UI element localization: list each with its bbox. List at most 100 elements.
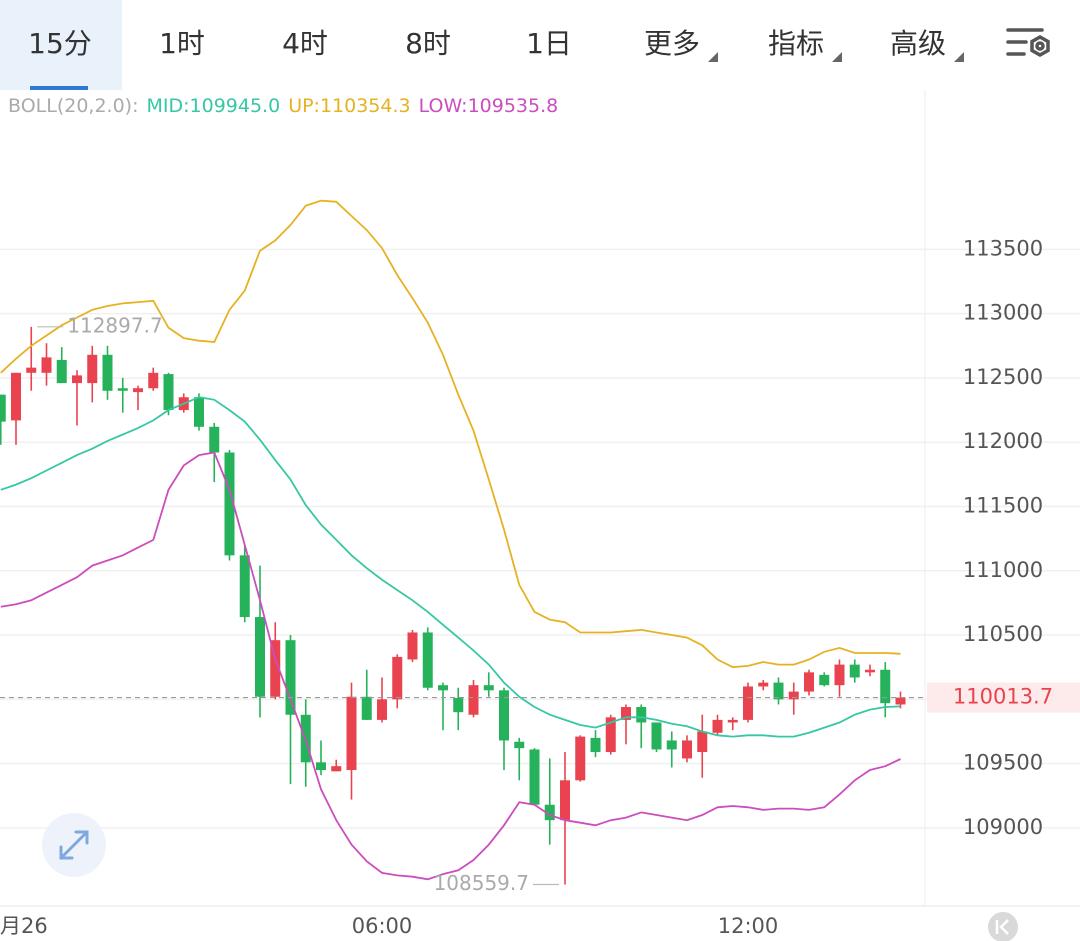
candle-body: [682, 740, 692, 759]
candle-body: [468, 685, 479, 715]
candle-body: [438, 685, 448, 691]
y-tick-label: 113500: [963, 236, 1043, 260]
dropdown-caret: [708, 52, 718, 62]
candle-body: [239, 555, 250, 618]
legend-entry: LOW:109535.8: [419, 95, 559, 117]
candle-body: [102, 354, 113, 391]
plot: [0, 199, 906, 885]
tab-active-bg: [0, 0, 122, 90]
candle-body: [727, 719, 738, 723]
boll-line: [0, 451, 901, 881]
y-tick-label: 113000: [963, 301, 1043, 325]
legend-entry: UP:110354.3: [288, 95, 410, 117]
extreme-label: 112897.7: [67, 313, 162, 337]
candle-body: [621, 707, 631, 720]
candle-body: [743, 686, 753, 720]
y-tick-label: 111000: [963, 558, 1043, 582]
candle-body: [590, 737, 601, 753]
candle-body: [72, 375, 82, 384]
candle-body: [483, 685, 494, 691]
candle-body: [560, 780, 570, 821]
dropdown-caret: [832, 52, 842, 62]
candle-body: [697, 731, 708, 753]
settings-icon[interactable]: [1006, 28, 1050, 58]
tab[interactable]: 更多: [644, 27, 700, 60]
tab[interactable]: 4时: [282, 27, 328, 60]
tab[interactable]: 15分: [28, 27, 92, 60]
candle-body: [895, 697, 906, 705]
candle-body: [346, 696, 357, 771]
candle-body: [865, 669, 875, 673]
candle-body: [605, 717, 616, 753]
candle-body: [270, 640, 281, 697]
tab[interactable]: 高级: [890, 27, 946, 60]
candle-body: [361, 696, 372, 720]
candle-body: [331, 766, 342, 772]
candle-body: [26, 367, 37, 373]
candle-body: [422, 632, 433, 688]
tab[interactable]: 8时: [405, 27, 451, 60]
candle-body: [453, 698, 464, 713]
candle-body: [133, 388, 143, 393]
candle-body: [880, 669, 891, 704]
candle-body: [117, 388, 128, 391]
tab[interactable]: 1时: [159, 27, 205, 60]
candle-body: [804, 672, 814, 692]
y-tick-label: 109000: [963, 815, 1043, 839]
y-tick-label: 109500: [963, 751, 1043, 775]
candle-body: [499, 690, 509, 741]
candle-body: [651, 722, 662, 750]
candle-body: [224, 452, 235, 556]
candle-body: [636, 707, 647, 723]
candle-body: [56, 359, 67, 384]
candle-body: [529, 749, 540, 805]
x-tick-label: 12:00: [718, 914, 779, 938]
candle-body: [758, 682, 769, 687]
candle-body: [255, 617, 265, 697]
overlay: 月26 06:00 12:00 112897.7 108559.7 110013.7: [0, 313, 1080, 938]
candle-body: [148, 372, 159, 389]
dropdown-caret: [954, 52, 964, 62]
y-tick-label: 112000: [963, 429, 1043, 453]
tab-bar: [0, 0, 1080, 90]
candle-body: [849, 664, 860, 678]
candle-body: [773, 682, 784, 700]
candle-body: [377, 699, 387, 720]
tab-underline: [30, 86, 88, 90]
tab[interactable]: 1日: [526, 27, 572, 60]
scroll-latest-button[interactable]: [988, 912, 1018, 941]
candle-body: [514, 741, 525, 749]
candle-body: [407, 632, 418, 660]
candle-body: [285, 640, 296, 715]
candle-body: [194, 397, 204, 427]
candle-body: [87, 354, 98, 384]
candle-body: [163, 374, 174, 411]
candle-body: [316, 762, 326, 771]
candle-body: [41, 357, 52, 373]
tab[interactable]: 指标: [768, 27, 824, 60]
extreme-label: 108559.7: [434, 871, 529, 895]
x-tick-label: 月26: [0, 914, 48, 938]
legend-entry: MID:109945.0: [147, 95, 281, 117]
tab-group: 15分 1时 4时 8时 1日 更多 指标 高级: [0, 0, 964, 90]
indicator-legend: BOLL(20,2.0): MID:109945.0 UP:110354.3 LOW:…: [8, 95, 558, 117]
price-tag: 110013.7: [953, 685, 1053, 709]
candle-body: [834, 664, 845, 686]
candle-body: [209, 426, 220, 453]
y-tick-label: 112500: [963, 365, 1043, 389]
candle-body: [11, 372, 21, 421]
indicator-name: BOLL(20,2.0):: [8, 95, 139, 117]
candle-body: [788, 691, 799, 700]
y-tick-label: 110500: [963, 622, 1043, 646]
candle-body: [712, 719, 723, 733]
price-tag-bg: [927, 682, 1080, 713]
boll-line: [0, 199, 901, 669]
x-tick-label: 06:00: [352, 914, 413, 938]
candle-body: [0, 394, 6, 422]
candle-body: [819, 674, 830, 686]
y-tick-label: 111500: [963, 493, 1043, 517]
expand-button[interactable]: [42, 813, 106, 877]
candle-body: [392, 656, 403, 700]
